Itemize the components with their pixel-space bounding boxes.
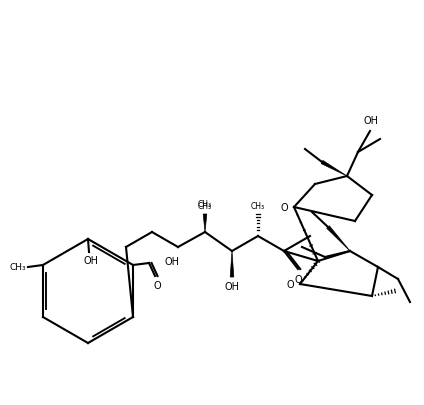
Text: O: O	[286, 279, 294, 289]
Text: OH: OH	[164, 256, 179, 266]
Text: OH: OH	[84, 256, 98, 265]
Polygon shape	[326, 226, 350, 252]
Text: O: O	[280, 202, 288, 213]
Text: O: O	[294, 274, 302, 284]
Polygon shape	[321, 161, 347, 177]
Text: CH₃: CH₃	[198, 200, 212, 209]
Polygon shape	[230, 252, 234, 277]
Text: OH: OH	[363, 116, 379, 126]
Text: CH₃: CH₃	[251, 202, 265, 211]
Text: O: O	[153, 280, 161, 290]
Text: OH: OH	[224, 281, 240, 291]
Polygon shape	[203, 215, 207, 232]
Text: CH₃: CH₃	[9, 263, 26, 272]
Text: CH₃: CH₃	[198, 202, 212, 211]
